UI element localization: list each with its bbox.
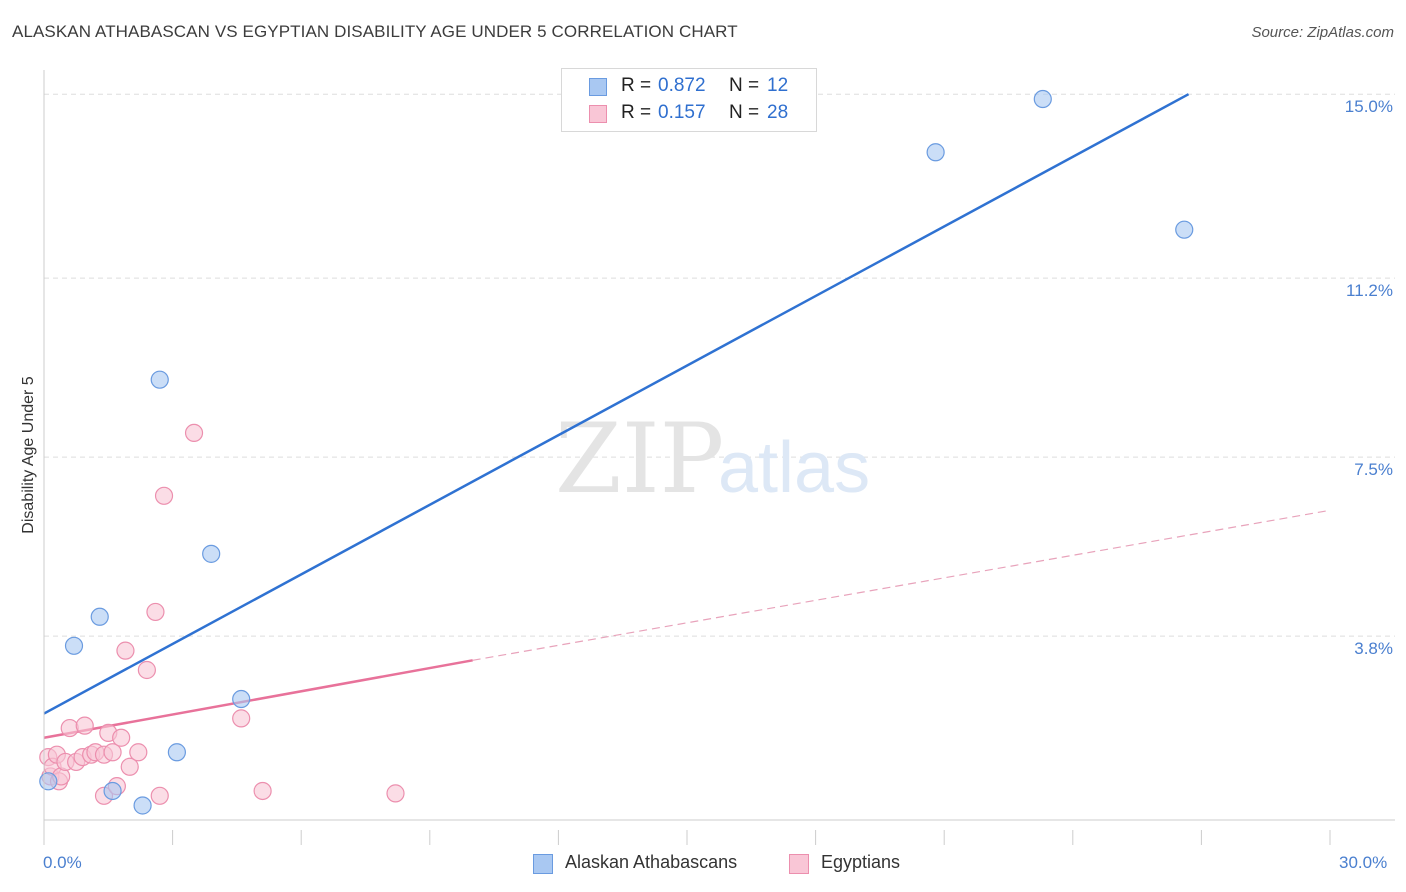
y-tick-label: 3.8% <box>1354 639 1393 659</box>
legend-n-value: 28 <box>767 102 789 123</box>
legend-r-value: 0.157 <box>658 102 706 123</box>
data-point <box>75 716 94 735</box>
legend-row-egyptians: R = 0.157 N = 28 <box>562 102 816 126</box>
data-point <box>184 423 204 443</box>
trend-lines <box>43 93 1331 739</box>
bottom-legend-swatch <box>533 854 553 874</box>
legend-n-value: 12 <box>767 75 789 96</box>
data-point <box>90 607 109 626</box>
legend-swatch-athabascans <box>589 78 607 96</box>
data-point <box>137 660 156 680</box>
data-point <box>64 636 84 655</box>
legend-r-label: R = <box>621 102 652 123</box>
data-point <box>150 786 169 805</box>
data-point <box>1175 220 1194 239</box>
data-point <box>60 718 79 738</box>
legend-row-athabascans: R = 0.872 N = 12 <box>562 75 816 99</box>
data-point <box>232 709 251 728</box>
data-point <box>103 743 122 762</box>
bottom-legend-label: Egyptians <box>821 852 901 872</box>
data-point <box>150 370 169 389</box>
data-point <box>386 784 405 803</box>
data-point <box>167 743 186 762</box>
x-tick-min: 0.0% <box>43 853 82 872</box>
data-point <box>146 602 165 622</box>
trend-extension-1 <box>472 509 1331 661</box>
bottom-legend-swatch <box>789 854 809 874</box>
y-tick-label: 7.5% <box>1354 460 1393 480</box>
watermark-atlas: atlas <box>718 428 870 508</box>
gridlines <box>44 93 1395 637</box>
data-point <box>129 743 148 762</box>
legend: R = 0.872 N = 12 R = 0.157 N = 28 <box>561 68 817 132</box>
data-point <box>116 641 135 660</box>
bottom-legend-label: Alaskan Athabascans <box>565 852 738 872</box>
legend-n-label: N = <box>729 75 760 96</box>
data-point <box>133 796 152 815</box>
data-point <box>112 728 131 747</box>
axes <box>43 70 1395 845</box>
source-label: Source: ZipAtlas.com <box>1251 24 1394 41</box>
legend-swatch-egyptians <box>589 105 607 123</box>
legend-r-label: R = <box>621 75 652 96</box>
data-point <box>120 757 139 776</box>
y-tick-label: 15.0% <box>1344 97 1393 117</box>
data-point <box>103 781 122 801</box>
trend-line-1 <box>43 659 473 739</box>
data-point <box>926 143 945 162</box>
y-tick-label: 11.2% <box>1346 281 1393 301</box>
data-point <box>39 772 58 791</box>
legend-r-value: 0.872 <box>658 75 706 96</box>
watermark-zip: ZIP <box>555 403 724 515</box>
data-point <box>202 544 221 563</box>
data-point <box>1033 89 1052 109</box>
data-point <box>232 689 251 709</box>
chart-title: ALASKAN ATHABASCAN VS EGYPTIAN DISABILIT… <box>12 22 738 41</box>
legend-n-label: N = <box>729 102 760 123</box>
trend-line-0 <box>43 93 1190 715</box>
data-point <box>253 781 272 801</box>
data-point <box>154 486 174 505</box>
x-tick-max: 30.0% <box>1339 853 1388 872</box>
